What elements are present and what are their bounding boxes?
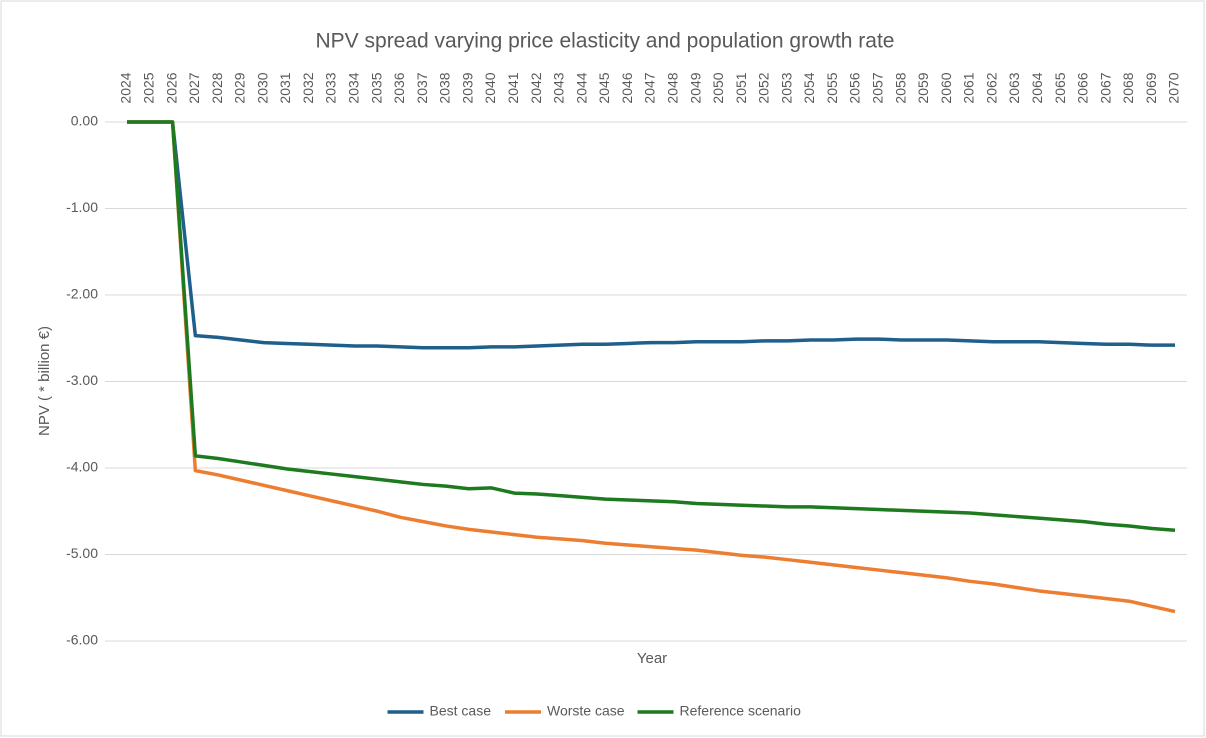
y-tick-label: -5.00 — [66, 545, 98, 561]
x-tick-label: 2045 — [596, 72, 612, 103]
y-tick-label: -2.00 — [66, 286, 98, 302]
x-tick-label: 2060 — [938, 72, 954, 103]
x-tick-label: 2042 — [528, 72, 544, 103]
series-line — [127, 120, 1176, 533]
x-tick-label: 2044 — [573, 72, 589, 103]
y-tick-label: -1.00 — [66, 199, 98, 215]
x-tick-label: 2054 — [801, 72, 817, 103]
x-tick-label: 2052 — [756, 72, 772, 103]
x-tick-label: 2053 — [778, 72, 794, 103]
legend-label: Worste case — [547, 703, 625, 719]
x-tick-label: 2039 — [459, 72, 475, 103]
x-tick-label: 2069 — [1143, 72, 1159, 103]
series-line — [127, 120, 1175, 350]
x-tick-label: 2046 — [619, 72, 635, 103]
x-tick-label: 2029 — [232, 72, 248, 103]
x-tick-label: 2050 — [710, 72, 726, 103]
x-tick-label: 2061 — [961, 72, 977, 103]
legend-label: Reference scenario — [680, 703, 802, 719]
x-tick-label: 2040 — [482, 72, 498, 103]
x-tick-label: 2051 — [733, 72, 749, 103]
x-tick-label: 2056 — [847, 72, 863, 103]
y-tick-label: -6.00 — [66, 632, 98, 648]
x-tick-label: 2032 — [300, 72, 316, 103]
x-tick-label: 2036 — [391, 72, 407, 103]
y-tick-label: -4.00 — [66, 459, 98, 475]
x-tick-label: 2068 — [1120, 72, 1136, 103]
x-tick-label: 2035 — [368, 72, 384, 103]
x-tick-label: 2041 — [505, 72, 521, 103]
x-tick-label: 2058 — [892, 72, 908, 103]
x-tick-label: 2025 — [140, 72, 156, 103]
x-tick-label: 2065 — [1052, 72, 1068, 103]
legend-label: Best case — [430, 703, 492, 719]
x-tick-label: 2034 — [346, 72, 362, 103]
x-tick-label: 2028 — [209, 72, 225, 103]
chart-title: NPV spread varying price elasticity and … — [316, 30, 895, 53]
x-tick-label: 2057 — [870, 72, 886, 103]
x-tick-label: 2059 — [915, 72, 931, 103]
x-tick-label: 2055 — [824, 72, 840, 103]
x-tick-label: 2064 — [1029, 72, 1045, 103]
y-axis-label: NPV ( * billion €) — [36, 326, 53, 436]
x-tick-label: 2062 — [983, 72, 999, 103]
x-tick-label: 2027 — [186, 72, 202, 103]
x-tick-label: 2026 — [163, 72, 179, 103]
x-tick-label: 2067 — [1097, 72, 1113, 103]
x-tick-label: 2063 — [1006, 72, 1022, 103]
x-tick-label: 2047 — [642, 72, 658, 103]
x-tick-label: 2070 — [1166, 72, 1182, 103]
y-tick-label: 0.00 — [71, 113, 98, 129]
series-line — [127, 120, 1176, 614]
x-tick-label: 2048 — [664, 72, 680, 103]
x-tick-label: 2037 — [414, 72, 430, 103]
x-tick-label: 2043 — [551, 72, 567, 103]
x-tick-label: 2049 — [687, 72, 703, 103]
x-tick-label: 2031 — [277, 72, 293, 103]
x-tick-label: 2024 — [118, 72, 134, 103]
x-tick-label: 2066 — [1075, 72, 1091, 103]
x-tick-label: 2033 — [323, 72, 339, 103]
x-axis-label: Year — [637, 650, 667, 667]
x-tick-label: 2038 — [437, 72, 453, 103]
y-tick-label: -3.00 — [66, 372, 98, 388]
x-tick-label: 2030 — [254, 72, 270, 103]
